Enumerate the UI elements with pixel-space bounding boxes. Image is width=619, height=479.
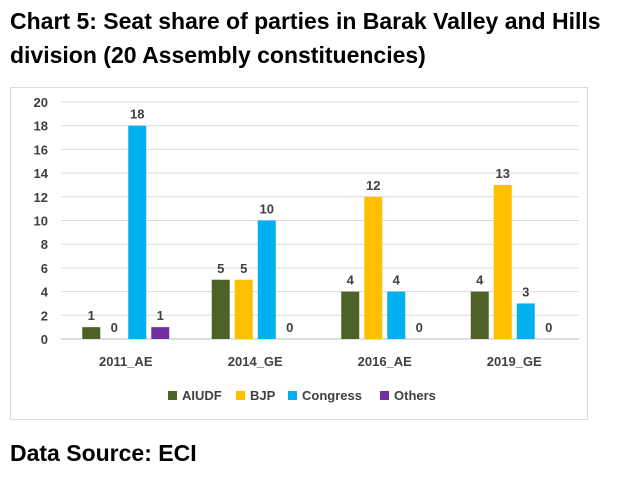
- data-label: 4: [347, 273, 355, 288]
- legend-swatch: [236, 391, 245, 400]
- data-label: 0: [286, 320, 293, 335]
- bar-bjp: [364, 196, 383, 339]
- bar-congress: [128, 125, 147, 339]
- data-label: 13: [496, 166, 510, 181]
- y-tick-label: 12: [34, 190, 48, 205]
- y-tick-label: 4: [41, 285, 49, 300]
- data-label: 1: [88, 308, 95, 323]
- bar-aiudf: [211, 279, 230, 339]
- data-label: 12: [366, 178, 380, 193]
- y-tick-label: 10: [34, 214, 48, 229]
- y-tick-label: 6: [41, 261, 48, 276]
- legend-label: AIUDF: [182, 388, 222, 403]
- bar-aiudf: [82, 327, 101, 339]
- legend-swatch: [168, 391, 177, 400]
- data-label: 1: [157, 308, 164, 323]
- bar-congress: [387, 291, 406, 339]
- data-label: 0: [111, 320, 118, 335]
- y-tick-label: 18: [34, 119, 48, 134]
- bar-aiudf: [470, 291, 489, 339]
- bar-congress: [257, 220, 276, 339]
- y-tick-label: 14: [34, 166, 49, 181]
- legend-swatch: [380, 391, 389, 400]
- y-tick-label: 16: [34, 142, 48, 157]
- y-tick-label: 0: [41, 332, 48, 347]
- y-tick-label: 8: [41, 237, 48, 252]
- x-tick-label: 2011_AE: [99, 354, 153, 369]
- x-tick-label: 2014_GE: [228, 354, 283, 369]
- data-label: 18: [130, 107, 144, 122]
- bar-others: [151, 327, 170, 339]
- data-label: 10: [260, 202, 274, 217]
- x-tick-label: 2016_AE: [358, 354, 413, 369]
- bar-bjp: [234, 279, 253, 339]
- data-label: 5: [217, 261, 224, 276]
- bar-aiudf: [341, 291, 360, 339]
- data-label: 0: [416, 320, 423, 335]
- legend-label: Congress: [302, 388, 362, 403]
- legend-label: BJP: [250, 388, 276, 403]
- bar-bjp: [493, 184, 512, 339]
- x-tick-label: 2019_GE: [487, 354, 542, 369]
- data-source: Data Source: ECI: [10, 440, 197, 466]
- data-label: 0: [545, 320, 552, 335]
- chart-title: Chart 5: Seat share of parties in Barak …: [10, 4, 610, 72]
- data-label: 4: [393, 273, 401, 288]
- bar-congress: [516, 303, 535, 339]
- chart-area: 0 2 4 6 8 10 12 14 16 18 20 1 0 18 1 2011_AE 5 5 10 0 2014_G…: [10, 87, 588, 420]
- chart-title-line-2: division (20 Assembly constituencies): [10, 42, 426, 68]
- chart-title-line-1: Chart 5: Seat share of parties in Barak …: [10, 8, 601, 34]
- data-label: 4: [476, 273, 484, 288]
- data-label: 5: [240, 261, 247, 276]
- legend-label: Others: [394, 388, 436, 403]
- data-label: 3: [522, 284, 529, 299]
- y-tick-label: 20: [34, 95, 48, 110]
- y-tick-label: 2: [41, 308, 48, 323]
- legend-swatch: [288, 391, 297, 400]
